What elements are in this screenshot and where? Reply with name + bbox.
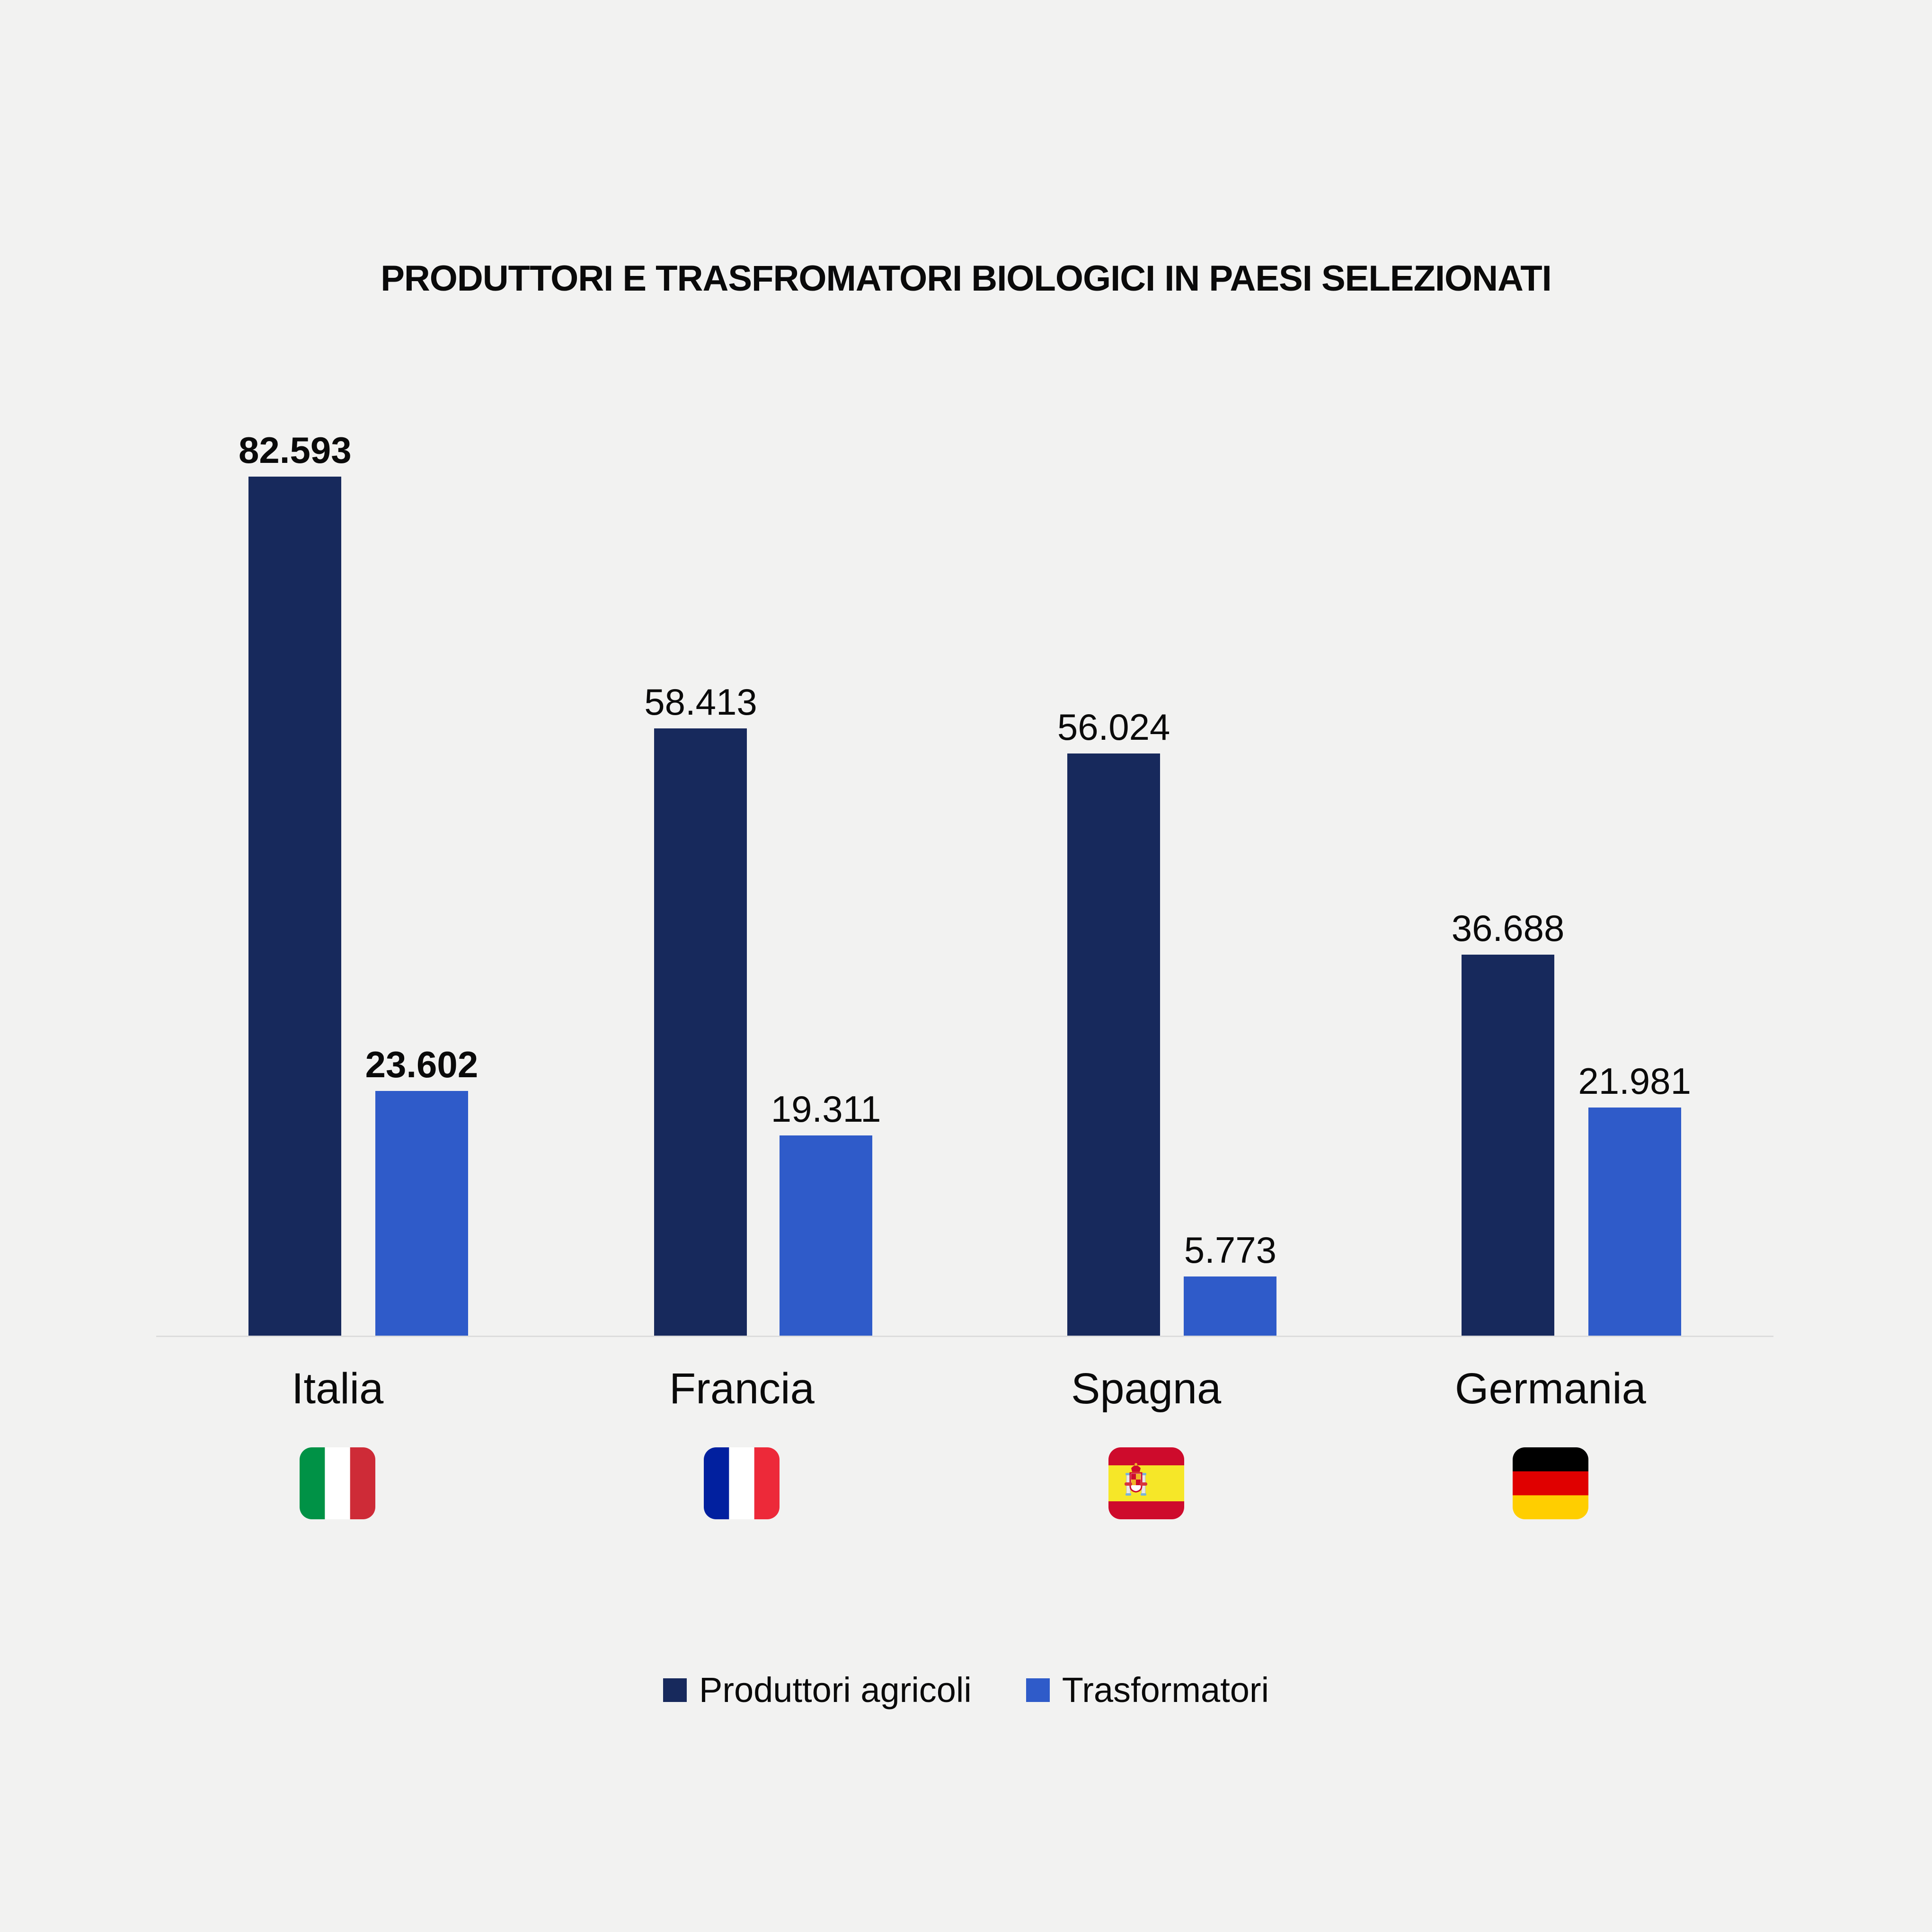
value-label-produttori-agricoli-francia: 58.413 [644, 681, 757, 723]
legend-item-trasformatori: Trasformatori [1026, 1670, 1269, 1710]
value-label-produttori-agricoli-italia: 82.593 [239, 429, 352, 471]
category-label-spagna: Spagna [1071, 1365, 1222, 1413]
category-cell-francia: 58.413 19.311 [560, 0, 965, 1337]
legend-label-produttori-agricoli: Produttori agricoli [699, 1670, 972, 1710]
category-label-cell-germania: Germania [1348, 1365, 1753, 1413]
flag-icon-francia [704, 1447, 780, 1522]
flag-icon-germania [1512, 1447, 1588, 1522]
bar-trasformatori-italia [375, 1091, 468, 1337]
category-cell-germania: 36.688 21.981 [1369, 0, 1773, 1337]
flag-cell-spagna [944, 1447, 1348, 1522]
x-axis-baseline [156, 1336, 1773, 1337]
flag-cell-germania [1348, 1447, 1753, 1522]
category-label-cell-spagna: Spagna [944, 1365, 1348, 1413]
bar-group-trasformatori-francia: 19.311 [771, 1090, 881, 1337]
value-label-trasformatori-germania: 21.981 [1578, 1060, 1691, 1102]
category-cell-spagna: 56.024 5.773 [965, 0, 1369, 1337]
category-label-cell-francia: Francia [540, 1365, 944, 1413]
bar-group-trasformatori-spagna: 5.773 [1184, 1229, 1277, 1337]
legend-label-trasformatori: Trasformatori [1062, 1670, 1269, 1710]
plot-area: 82.593 23.602 58.413 19.311 56.024 5.773 36.68… [156, 0, 1773, 1337]
bar-group-produttori-agricoli-germania: 36.688 [1451, 907, 1565, 1337]
value-label-trasformatori-spagna: 5.773 [1184, 1229, 1276, 1271]
bar-trasformatori-spagna [1184, 1276, 1277, 1337]
flag-icon-italia [300, 1447, 376, 1522]
bar-produttori-agricoli-germania [1462, 955, 1555, 1337]
flag-cell-italia [135, 1447, 540, 1522]
bar-group-produttori-agricoli-francia: 58.413 [644, 681, 757, 1337]
category-labels-row: Italia Francia Spagna Germania [135, 1365, 1753, 1413]
category-label-cell-italia: Italia [135, 1365, 540, 1413]
flags-row [135, 1447, 1753, 1522]
flag-icon-spagna [1108, 1447, 1184, 1522]
legend-swatch-icon-trasformatori [1026, 1678, 1050, 1702]
bar-group-produttori-agricoli-spagna: 56.024 [1057, 708, 1170, 1337]
chart-title: PRODUTTORI E TRASFROMATORI BIOLOGICI IN … [381, 258, 1552, 299]
legend: Produttori agricoli Trasformatori [0, 1670, 1932, 1710]
flag-cell-francia [540, 1447, 944, 1522]
legend-swatch-icon-produttori-agricoli [663, 1678, 687, 1702]
value-label-produttori-agricoli-germania: 36.688 [1451, 907, 1565, 949]
value-label-trasformatori-francia: 19.311 [771, 1088, 881, 1130]
category-label-italia: Italia [291, 1365, 384, 1413]
value-label-trasformatori-italia: 23.602 [365, 1044, 479, 1086]
bar-group-produttori-agricoli-italia: 82.593 [239, 431, 352, 1337]
category-cell-italia: 82.593 23.602 [156, 0, 560, 1337]
bar-trasformatori-germania [1588, 1108, 1681, 1337]
legend-item-produttori-agricoli: Produttori agricoli [663, 1670, 972, 1710]
spain-coat-of-arms [1124, 1463, 1147, 1496]
bar-produttori-agricoli-francia [654, 728, 747, 1337]
category-label-francia: Francia [669, 1365, 815, 1413]
bar-produttori-agricoli-spagna [1067, 753, 1161, 1337]
bar-group-trasformatori-italia: 23.602 [365, 1044, 479, 1337]
category-label-germania: Germania [1454, 1365, 1646, 1413]
bar-produttori-agricoli-italia [248, 477, 342, 1337]
bar-trasformatori-francia [780, 1135, 873, 1337]
value-label-produttori-agricoli-spagna: 56.024 [1057, 706, 1170, 748]
bar-group-trasformatori-germania: 21.981 [1578, 1062, 1691, 1337]
